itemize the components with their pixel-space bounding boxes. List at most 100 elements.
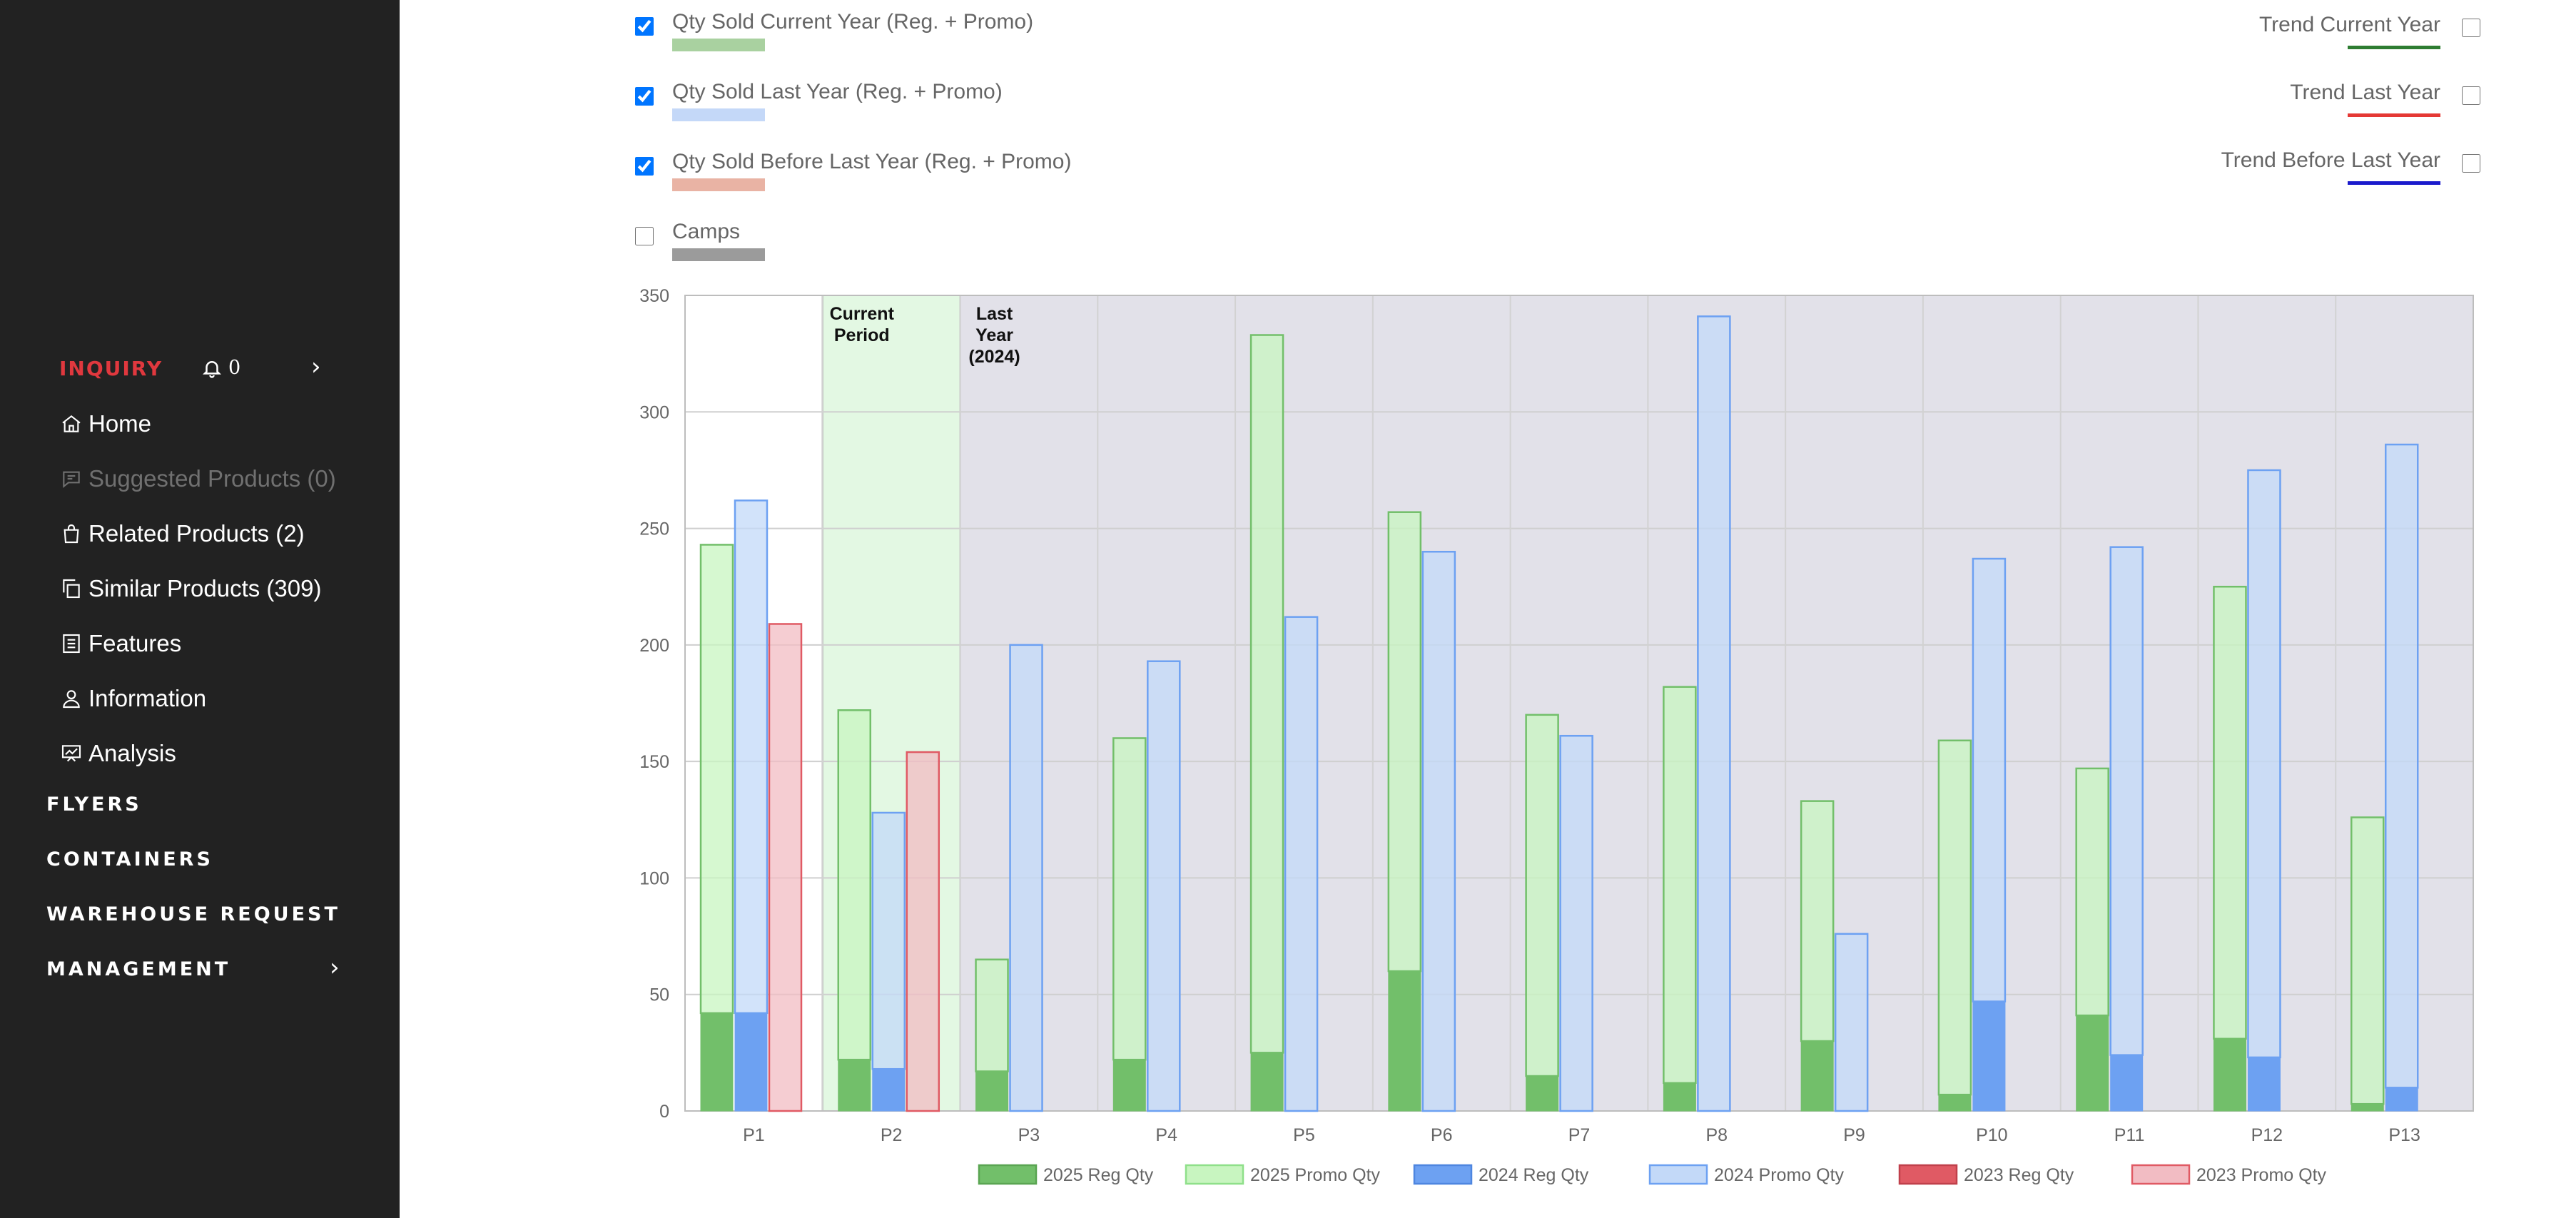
trend-before-last-year-checkbox[interactable]: [2462, 154, 2480, 173]
trend-last-year-checkbox[interactable]: [2462, 86, 2480, 105]
y-tick-label: 200: [639, 636, 669, 656]
sidebar-item-home[interactable]: Home: [60, 406, 151, 442]
user-icon: [63, 690, 80, 709]
trend-before-last-year[interactable]: Trend Before Last Year: [2221, 148, 2480, 185]
sidebar-item-information[interactable]: Information: [60, 681, 206, 716]
trend-current-year-line: [2348, 46, 2440, 49]
bell-icon: [202, 360, 222, 378]
sidebar-item-suggested-products[interactable]: Suggested Products (0): [60, 461, 336, 497]
trend-label: Trend Current Year: [2258, 13, 2440, 36]
notifications-button[interactable]: 0: [201, 357, 240, 379]
x-tick-label: P3: [1018, 1125, 1040, 1145]
legend-label: 2023 Promo Qty: [2196, 1165, 2327, 1185]
home-icon: [62, 415, 81, 432]
sidebar-item-similar-products[interactable]: Similar Products (309): [60, 571, 321, 607]
bar-2025-reg: [2076, 1015, 2109, 1112]
legend-label: 2023 Reg Qty: [1964, 1165, 2074, 1185]
bar-2024-promo: [1284, 616, 1319, 1112]
bar-2023-promo: [906, 751, 940, 1112]
toggle-label: Qty Sold Current Year (Reg. + Promo): [672, 10, 1034, 34]
x-tick-label: P9: [1843, 1125, 1865, 1145]
y-tick-label: 50: [649, 985, 669, 1005]
bar-2025-promo: [1387, 511, 1422, 973]
sidebar-item-features[interactable]: Features: [60, 626, 181, 661]
trend-current-year[interactable]: Trend Current Year: [2258, 13, 2480, 49]
toggle-before-last-year-checkbox[interactable]: [635, 157, 654, 176]
bar-2024-reg: [2385, 1087, 2418, 1112]
bar-2025-promo: [1800, 800, 1835, 1042]
legend-swatch: [2131, 1164, 2191, 1185]
bar-2025-promo: [1525, 714, 1559, 1077]
copy-icon: [63, 579, 80, 599]
toggle-label: Qty Sold Last Year (Reg. + Promo): [672, 80, 1003, 103]
bar-2025-reg: [1250, 1052, 1284, 1112]
bar-2024-reg: [872, 1068, 906, 1112]
bar-2025-reg: [1112, 1059, 1146, 1112]
bar-2024-promo: [1834, 933, 1869, 1112]
bar-2025-promo: [2075, 767, 2109, 1017]
bar-2025-promo: [975, 958, 1009, 1072]
x-tick-label: P7: [1568, 1125, 1591, 1145]
chart-icon: [61, 745, 81, 762]
toggle-label: Qty Sold Before Last Year (Reg. + Promo): [672, 150, 1072, 173]
trend-last-year[interactable]: Trend Last Year: [2290, 81, 2480, 117]
bar-2025-reg: [2213, 1038, 2246, 1112]
x-tick-label: P4: [1155, 1125, 1177, 1145]
trend-last-year-line: [2348, 113, 2440, 117]
bar-2025-promo: [1663, 686, 1697, 1085]
bar-2025-reg: [1526, 1075, 1559, 1112]
chat-icon: [63, 471, 80, 488]
x-tick-label: P11: [2114, 1125, 2145, 1145]
inquiry-label[interactable]: INQUIRY: [59, 357, 163, 380]
legend-swatch: [1648, 1164, 1708, 1185]
y-tick-label: 250: [639, 519, 669, 539]
before-last-year-swatch: [672, 178, 765, 191]
x-tick-label: P13: [2388, 1125, 2420, 1145]
sidebar-item-label: Suggested Products (0): [88, 465, 336, 492]
list-icon: [63, 634, 80, 654]
bar-2025-promo: [1249, 334, 1284, 1054]
sidebar: INQUIRY 0 › Home Suggested Products (0) …: [0, 0, 400, 1218]
management-chevron-icon[interactable]: ›: [330, 953, 340, 982]
y-tick-label: 100: [639, 868, 669, 888]
bar-2023-promo: [768, 623, 803, 1112]
sidebar-section-management[interactable]: MANAGEMENT: [46, 958, 231, 980]
toggle-last-year-checkbox[interactable]: [635, 87, 654, 106]
x-tick-label: P8: [1705, 1125, 1728, 1145]
bar-2025-promo: [2213, 585, 2247, 1040]
sidebar-item-analysis[interactable]: Analysis: [60, 736, 176, 771]
bar-2025-reg: [838, 1059, 871, 1112]
sidebar-item-label: Information: [88, 685, 207, 711]
x-tick-label: P10: [1976, 1125, 2007, 1145]
trend-current-year-checkbox[interactable]: [2462, 19, 2480, 37]
current-year-swatch: [672, 39, 765, 51]
inquiry-chevron-icon[interactable]: ›: [311, 352, 321, 381]
bar-2025-promo: [699, 544, 734, 1015]
toggle-current-year-checkbox[interactable]: [635, 17, 654, 36]
legend-label: 2024 Reg Qty: [1479, 1165, 1589, 1185]
bar-2025-promo: [837, 709, 872, 1061]
toggle-camps-checkbox[interactable]: [635, 227, 654, 245]
bar-2024-promo: [1972, 557, 2007, 1003]
bag-icon: [64, 524, 79, 544]
camps-swatch: [672, 248, 765, 261]
legend-label: 2025 Reg Qty: [1043, 1165, 1154, 1185]
sidebar-section-containers[interactable]: CONTAINERS: [46, 848, 213, 871]
bar-2024-promo: [2384, 443, 2419, 1089]
x-tick-label: P5: [1293, 1125, 1315, 1145]
x-tick-label: P2: [881, 1125, 903, 1145]
trend-before-last-year-line: [2348, 181, 2440, 185]
bar-2025-promo: [2350, 816, 2385, 1105]
legend-label: 2025 Promo Qty: [1250, 1165, 1381, 1185]
sidebar-item-related-products[interactable]: Related Products (2): [60, 516, 305, 552]
bar-2024-promo: [734, 499, 769, 1015]
sidebar-section-warehouse-request[interactable]: WAREHOUSE REQUEST: [46, 903, 340, 925]
x-tick-label: P12: [2251, 1125, 2283, 1145]
bar-2024-promo: [1009, 644, 1043, 1112]
bar-2025-reg: [975, 1070, 1009, 1112]
y-tick-label: 150: [639, 752, 669, 772]
legend-label: 2024 Promo Qty: [1714, 1165, 1845, 1185]
sidebar-section-flyers[interactable]: FLYERS: [46, 793, 142, 816]
trend-label: Trend Last Year: [2290, 81, 2440, 104]
bar-2024-reg: [2110, 1055, 2144, 1112]
